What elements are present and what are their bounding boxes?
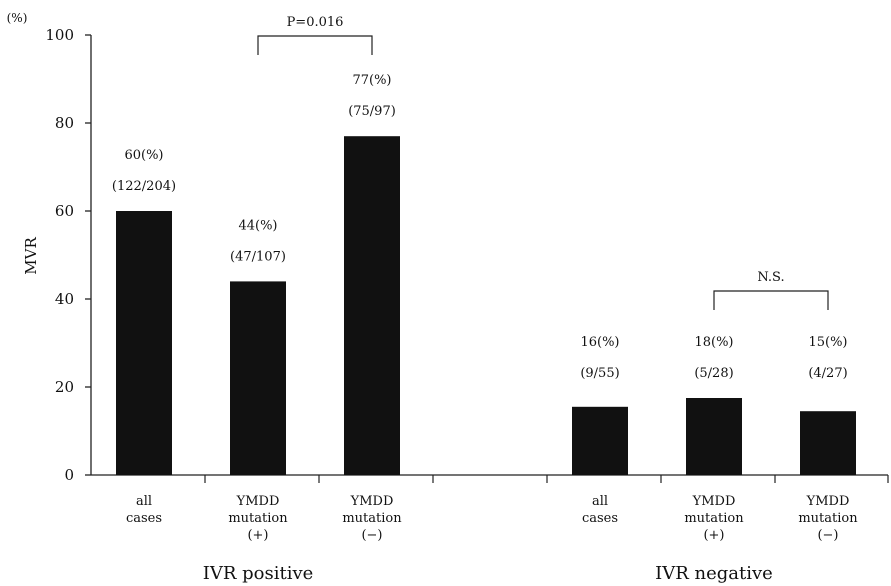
y-unit-label: (%) <box>7 11 28 25</box>
bar-percent-label: 15(%) <box>808 335 847 350</box>
bar-percent-label: 18(%) <box>694 335 733 350</box>
bar-fraction-label: (75/97) <box>348 104 396 119</box>
category-label: (−) <box>817 528 838 543</box>
category-label: cases <box>582 511 618 526</box>
bar-percent-label: 16(%) <box>580 335 619 350</box>
category-label: mutation <box>684 511 744 526</box>
bar-fraction-label: (47/107) <box>230 249 286 264</box>
category-label: (+) <box>703 528 724 543</box>
category-label: YMDD <box>806 494 850 509</box>
category-label: mutation <box>798 511 858 526</box>
bar-fraction-label: (4/27) <box>808 366 847 381</box>
comparison-label: N.S. <box>757 270 784 285</box>
category-label: cases <box>126 511 162 526</box>
group-label: IVR positive <box>203 563 314 584</box>
comparison-label: P=0.016 <box>287 15 344 30</box>
category-label: (+) <box>247 528 268 543</box>
category-label: (−) <box>361 528 382 543</box>
category-label: YMDD <box>236 494 280 509</box>
y-tick-label: 100 <box>45 26 74 44</box>
y-tick-label: 40 <box>55 290 74 308</box>
bar-percent-label: 60(%) <box>124 148 163 163</box>
comparison-bracket <box>713 290 829 310</box>
bars <box>116 136 856 475</box>
y-tick-label: 60 <box>55 202 74 220</box>
bar-percent-label: 44(%) <box>238 218 277 233</box>
bar-fraction-label: (9/55) <box>580 366 619 381</box>
category-label: mutation <box>228 511 288 526</box>
y-tick-label: 20 <box>55 378 74 396</box>
comparison-bracket <box>257 35 373 55</box>
bar <box>800 411 856 475</box>
group-label: IVR negative <box>655 563 773 584</box>
bar <box>572 406 628 475</box>
bar <box>344 136 400 475</box>
bar-fraction-label: (122/204) <box>112 179 176 194</box>
y-tick-label: 80 <box>55 114 74 132</box>
category-label: YMDD <box>350 494 394 509</box>
labels: (%) MVR 60(%) (122/204) all cases 44(%) (47/107… <box>7 11 859 584</box>
y-axis-title: MVR <box>22 237 40 275</box>
bar <box>686 398 742 475</box>
category-label: mutation <box>342 511 402 526</box>
category-label: all <box>592 494 608 509</box>
category-label: YMDD <box>692 494 736 509</box>
bar-fraction-label: (5/28) <box>694 366 733 381</box>
category-label: all <box>136 494 152 509</box>
y-tick-label: 0 <box>64 466 74 484</box>
bar <box>230 281 286 475</box>
bar-percent-label: 77(%) <box>352 73 391 88</box>
bar <box>116 211 172 475</box>
axes: 0 20 40 60 80 100 <box>45 26 889 484</box>
